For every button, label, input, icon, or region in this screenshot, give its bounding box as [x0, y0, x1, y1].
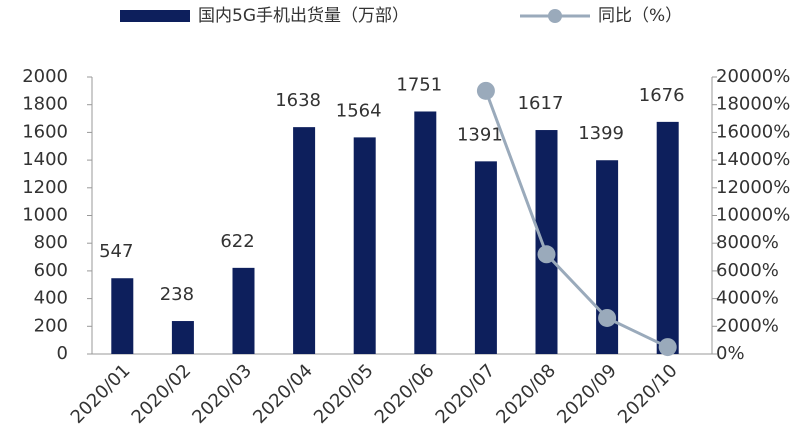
- y2-tick-label: 0%: [716, 343, 745, 364]
- y-tick-label: 400: [34, 288, 68, 309]
- y2-tick-label: 14000%: [716, 149, 790, 170]
- y2-tick-label: 6000%: [716, 260, 779, 281]
- bar: [353, 137, 376, 354]
- x-tick-label: 2020/05: [310, 360, 378, 428]
- y-tick-label: 1600: [22, 121, 68, 142]
- x-tick-label: 2020/06: [371, 360, 439, 428]
- line-point: [658, 338, 677, 357]
- y-tick-label: 1200: [22, 177, 68, 198]
- y-tick-label: 800: [34, 232, 68, 253]
- y2-tick-label: 8000%: [716, 232, 779, 253]
- bar: [656, 121, 679, 355]
- value-label: 1751: [396, 74, 442, 95]
- y2-tick-label: 18000%: [716, 94, 790, 115]
- value-label: 1676: [639, 85, 685, 106]
- y-tick-label: 1800: [22, 94, 68, 115]
- line: [484, 90, 669, 349]
- y-tick-label: 1000: [22, 205, 68, 226]
- y2-tick-label: 10000%: [716, 205, 790, 226]
- legend-swatch: [120, 10, 190, 22]
- y-tick-label: 600: [34, 260, 68, 281]
- y-tick-label: 2000: [22, 66, 68, 87]
- bar: [111, 278, 134, 354]
- legend-swatch: [548, 9, 562, 23]
- value-label: 1564: [336, 100, 382, 121]
- y2-tick-label: 20000%: [716, 66, 790, 87]
- value-label: 1399: [578, 123, 624, 144]
- value-label: 1617: [518, 93, 564, 114]
- bar: [474, 161, 497, 354]
- legend-label: 国内5G手机出货量（万部）: [198, 6, 409, 26]
- x-tick-label: 2020/03: [188, 360, 256, 428]
- x-tick-label: 2020/10: [614, 360, 682, 428]
- x-tick-label: 2020/02: [128, 360, 196, 428]
- y2-tick-label: 4000%: [716, 288, 779, 309]
- value-label: 547: [99, 241, 133, 262]
- x-tick-label: 2020/09: [553, 360, 621, 428]
- value-label: 1391: [457, 124, 503, 145]
- y2-tick-label: 12000%: [716, 177, 790, 198]
- value-label: 622: [220, 231, 254, 252]
- line-point: [537, 245, 556, 264]
- x-tick-label: 2020/08: [492, 360, 560, 428]
- line-point: [476, 81, 495, 100]
- value-label: 1638: [275, 90, 321, 111]
- y2-tick-label: 16000%: [716, 121, 790, 142]
- y-tick-label: 1400: [22, 149, 68, 170]
- bar: [232, 267, 255, 354]
- y-tick-label: 200: [34, 315, 68, 336]
- x-tick-label: 2020/04: [249, 360, 317, 428]
- legend-label: 同比（%）: [598, 6, 682, 26]
- bar: [535, 130, 558, 354]
- value-label: 238: [160, 284, 194, 305]
- x-tick-label: 2020/01: [67, 360, 135, 428]
- y-tick-label: 0: [57, 343, 68, 364]
- bar: [293, 127, 316, 355]
- line-point: [598, 308, 617, 327]
- x-tick-label: 2020/07: [432, 360, 500, 428]
- bar: [596, 160, 619, 354]
- bar: [171, 321, 194, 354]
- bar: [414, 111, 437, 354]
- y2-tick-label: 2000%: [716, 315, 779, 336]
